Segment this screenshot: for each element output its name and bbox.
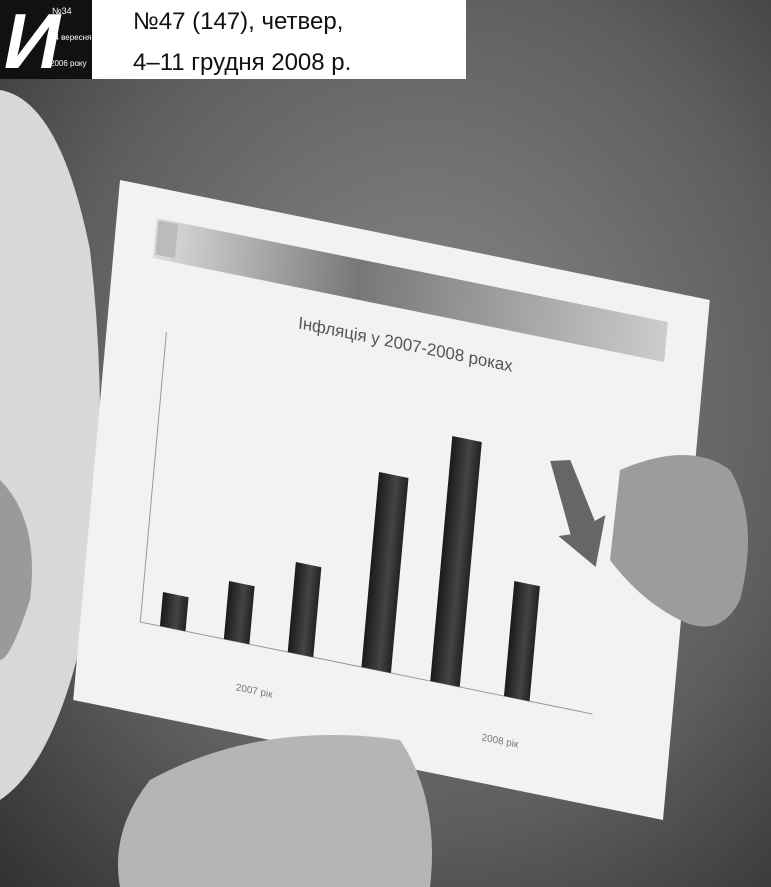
logo-text: 2006 року (50, 59, 87, 68)
hand (610, 455, 748, 627)
paper-bar (287, 562, 322, 658)
issue: №47 (147), четвер, (133, 8, 343, 35)
paper-bar (159, 592, 189, 632)
paper-arrow (550, 460, 606, 568)
paper-logo (155, 220, 179, 259)
paper-axis (139, 331, 167, 623)
paper-group: Інфляція у 2007-2008 роках 2007 рік 2008… (73, 180, 710, 821)
paper-bar (361, 472, 409, 674)
logo-box (0, 0, 92, 79)
paper-bar (503, 581, 540, 702)
logo-letter: И (4, 0, 62, 85)
paper-bar (223, 581, 255, 645)
logo-text: №34 (52, 6, 72, 16)
shoulder (0, 90, 100, 800)
hand (118, 735, 432, 887)
date: 4–11 грудня 2008 р. (133, 49, 351, 76)
face (0, 480, 32, 660)
paper-banner (153, 218, 668, 363)
logo-text: 14 вересня (50, 33, 91, 42)
paper-bar (430, 436, 482, 688)
